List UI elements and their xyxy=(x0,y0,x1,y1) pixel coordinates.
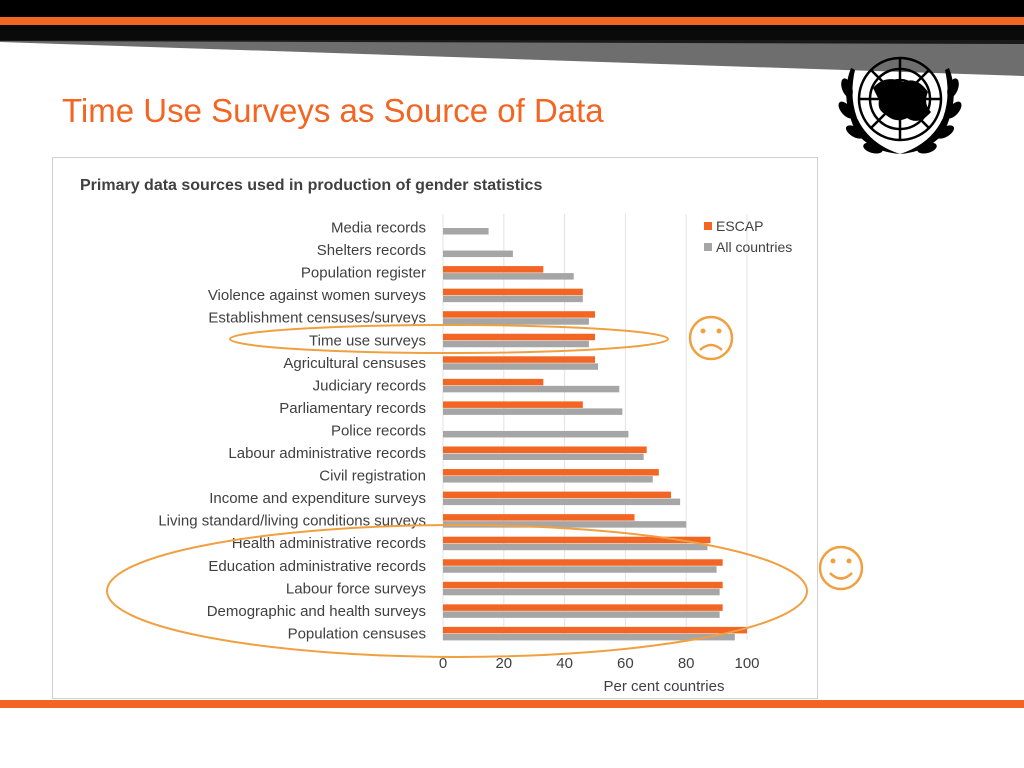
bar-escap xyxy=(443,356,595,363)
bar-all-countries xyxy=(443,611,720,618)
y-category-label: Time use surveys xyxy=(309,332,426,349)
chart-title: Primary data sources used in production … xyxy=(80,177,542,194)
y-category-label: Police records xyxy=(331,422,426,439)
page-title: Time Use Surveys as Source of Data xyxy=(62,92,604,129)
y-category-label: Shelters records xyxy=(317,242,426,259)
bar-escap xyxy=(443,378,544,386)
bar-all-countries xyxy=(443,250,513,258)
bar-all-countries xyxy=(443,273,574,280)
bar-escap xyxy=(443,559,723,566)
bar-chart: Primary data sources used in production … xyxy=(80,177,792,695)
bar-escap xyxy=(443,288,583,296)
bar-all-countries xyxy=(443,476,653,483)
header-accent-stripe xyxy=(0,17,1024,25)
bar-escap xyxy=(443,311,595,318)
x-tick-label: 20 xyxy=(495,655,512,672)
bar-escap xyxy=(443,401,583,408)
x-tick-label: 0 xyxy=(439,655,447,672)
x-tick-label: 60 xyxy=(617,655,634,672)
y-category-label: Demographic and health surveys xyxy=(207,603,426,620)
bar-all-countries xyxy=(443,453,644,460)
bar-escap xyxy=(443,581,723,589)
bar-all-countries xyxy=(443,385,620,393)
smile-face-icon xyxy=(818,545,864,591)
bar-all-countries xyxy=(443,408,623,415)
bar-all-countries xyxy=(443,588,720,596)
bar-escap xyxy=(443,469,659,476)
y-category-label: Population censuses xyxy=(288,625,426,642)
y-category-label: Income and expenditure surveys xyxy=(209,490,426,507)
y-category-label: Media records xyxy=(331,220,426,237)
bar-escap xyxy=(443,491,671,499)
y-category-label: Population register xyxy=(301,265,426,282)
y-category-label: Parliamentary records xyxy=(279,400,426,417)
y-category-label: Health administrative records xyxy=(232,535,426,552)
y-category-label: Judiciary records xyxy=(313,377,426,394)
bar-all-countries xyxy=(443,318,589,325)
bar-all-countries xyxy=(443,295,583,303)
y-category-label: Agricultural censuses xyxy=(283,355,426,372)
legend-swatch xyxy=(704,243,712,251)
chart-panel: Primary data sources used in production … xyxy=(52,157,818,699)
y-category-label: Labour force surveys xyxy=(286,580,426,597)
header-wedge xyxy=(0,40,1024,76)
bar-escap xyxy=(443,626,747,634)
bar-escap xyxy=(443,536,711,544)
bar-all-countries xyxy=(443,543,708,551)
bar-escap xyxy=(443,446,647,453)
legend-swatch xyxy=(704,222,712,230)
legend-label: All countries xyxy=(716,239,792,255)
bar-all-countries xyxy=(443,363,599,370)
bar-escap xyxy=(443,604,723,611)
bar-all-countries xyxy=(443,228,489,235)
x-tick-label: 40 xyxy=(556,655,573,672)
y-category-label: Education administrative records xyxy=(208,558,426,575)
header-band-lower xyxy=(0,25,1024,41)
bar-escap xyxy=(443,266,544,273)
footer-band xyxy=(0,700,1024,708)
y-category-label: Labour administrative records xyxy=(228,445,426,462)
legend-label: ESCAP xyxy=(716,218,763,234)
bar-escap xyxy=(443,514,635,521)
bar-all-countries xyxy=(443,566,717,573)
un-emblem-icon xyxy=(838,56,962,154)
bar-all-countries xyxy=(443,521,687,528)
bar-escap xyxy=(443,333,595,341)
y-category-label: Violence against women surveys xyxy=(208,287,426,304)
bar-all-countries xyxy=(443,430,629,438)
y-category-label: Establishment censuses/surveys xyxy=(208,310,426,327)
y-category-label: Civil registration xyxy=(319,468,426,485)
x-tick-label: 80 xyxy=(678,655,695,672)
bar-all-countries xyxy=(443,340,589,348)
x-tick-label: 100 xyxy=(734,655,759,672)
y-category-label: Living standard/living conditions survey… xyxy=(158,513,426,530)
bar-all-countries xyxy=(443,498,681,506)
x-axis-label: Per cent countries xyxy=(604,678,725,695)
bar-all-countries xyxy=(443,633,735,641)
header-band xyxy=(0,0,1024,17)
